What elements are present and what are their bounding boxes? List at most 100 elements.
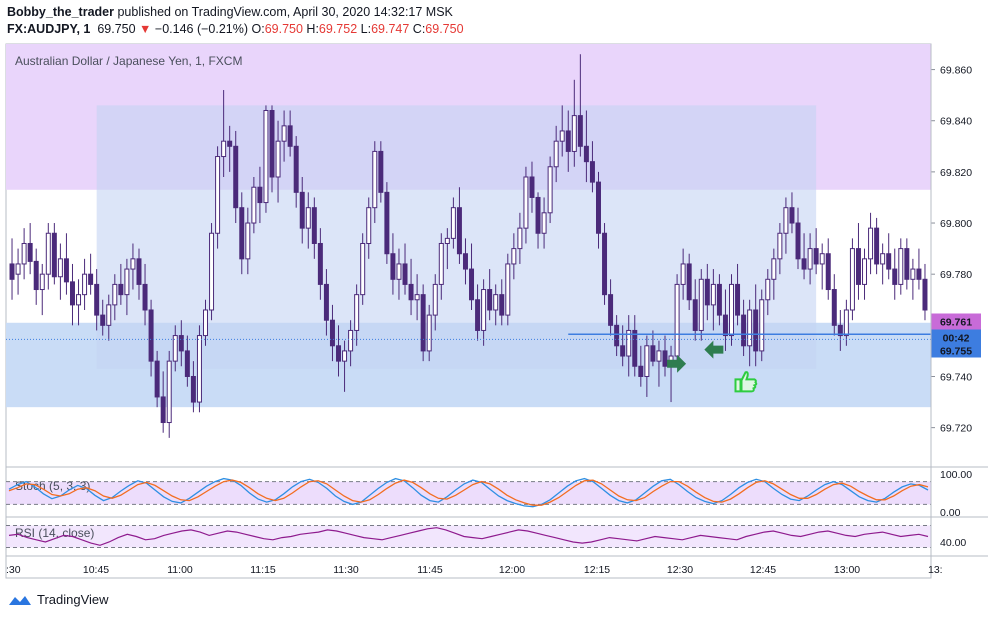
down-arrow-icon: ▼ <box>139 22 152 36</box>
candle-body <box>674 283 680 357</box>
candle-body <box>27 242 33 262</box>
candle-body <box>565 130 571 152</box>
candle-body <box>82 273 88 296</box>
candle-body <box>789 207 795 224</box>
candle-body <box>595 181 601 234</box>
candle-body <box>408 283 414 301</box>
price-change: −0.146 (−0.21%) <box>154 22 249 36</box>
candle-body <box>354 294 360 331</box>
candle-body <box>499 294 505 316</box>
current-price-label: 69.755 <box>940 345 972 357</box>
candle-body <box>390 253 396 280</box>
candle-body <box>843 309 849 337</box>
candle-body <box>511 248 517 265</box>
candle-body <box>608 294 614 326</box>
close-label: C: <box>412 22 426 36</box>
candle-body <box>317 242 323 285</box>
author-name[interactable]: Bobby_the_trader <box>7 5 114 19</box>
candle-body <box>716 283 722 316</box>
chart-title: Australian Dollar / Japanese Yen, 1, FXC… <box>15 54 242 68</box>
candle-body <box>602 232 608 296</box>
x-tick-label: 13:00 <box>834 564 860 576</box>
candle-body <box>88 273 94 285</box>
price-tag-upper-text: 69.761 <box>940 316 972 328</box>
candle-body <box>837 324 843 337</box>
candle-body <box>571 115 577 152</box>
candle-body <box>922 278 928 311</box>
x-tick-label: 11:00 <box>167 564 193 576</box>
symbol-label[interactable]: FX:AUDJPY, 1 <box>7 22 91 36</box>
candle-body <box>620 345 626 357</box>
candle-body <box>862 258 868 285</box>
x-tick-label: 11:15 <box>250 564 276 576</box>
candle-body <box>263 109 269 204</box>
candle-body <box>517 227 523 250</box>
candle-body <box>245 222 251 260</box>
candle-body <box>154 360 160 398</box>
candle-body <box>874 227 880 265</box>
candle-body <box>63 258 69 283</box>
candle-body <box>336 345 342 362</box>
candle-body <box>735 283 741 316</box>
close-value: 69.750 <box>425 22 464 36</box>
candle-body <box>783 207 789 234</box>
open-value: 69.750 <box>264 22 303 36</box>
price-tag-current <box>931 329 981 358</box>
candle-body <box>765 278 771 301</box>
footer-brand[interactable]: TradingView <box>8 592 109 607</box>
rsi-title: RSI (14, close) <box>15 526 94 540</box>
candle-body <box>438 242 444 285</box>
candle-body <box>160 396 166 424</box>
candle-body <box>450 207 456 239</box>
y-tick-label: 69.740 <box>940 371 972 383</box>
candle-body <box>801 258 807 270</box>
high-value: 69.752 <box>318 22 358 36</box>
candle-body <box>136 258 142 285</box>
candle-body <box>444 237 450 244</box>
y-tick-label: 69.720 <box>940 423 972 435</box>
candle-body <box>9 263 15 280</box>
candle-body <box>196 335 202 403</box>
candle-body <box>190 375 196 403</box>
candle-body <box>462 253 468 270</box>
candle-body <box>807 248 813 270</box>
candle-body <box>644 345 650 377</box>
candle-body <box>378 150 384 193</box>
candle-body <box>481 289 487 331</box>
candle-body <box>487 289 493 311</box>
candle-body <box>69 281 75 306</box>
stoch-y-label: 0.00 <box>940 507 961 519</box>
candle-body <box>94 283 100 316</box>
x-tick-label: :30 <box>6 564 21 576</box>
candle-body <box>456 207 462 255</box>
candle-body <box>626 329 632 357</box>
candle-body <box>741 314 747 347</box>
candle-body <box>662 350 668 367</box>
candle-body <box>293 145 299 193</box>
candle-body <box>239 207 245 260</box>
candle-body <box>342 350 348 362</box>
candle-body <box>426 314 432 352</box>
candle-body <box>112 283 118 306</box>
candle-body <box>148 309 154 362</box>
candle-body <box>281 125 287 142</box>
low-label: L: <box>360 22 372 36</box>
candle-body <box>747 309 753 347</box>
stoch-y-label: 100.00 <box>940 469 972 481</box>
tradingview-logo-icon <box>9 595 31 605</box>
candle-body <box>311 207 317 244</box>
candle-body <box>142 283 148 311</box>
low-value: 69.747 <box>371 22 410 36</box>
candle-body <box>892 268 898 285</box>
candle-body <box>632 329 638 367</box>
candle-body <box>577 115 583 147</box>
candle-body <box>493 294 499 311</box>
candle-body <box>771 258 777 280</box>
candle-body <box>529 176 535 198</box>
candle-body <box>541 212 547 234</box>
candle-body <box>583 145 589 163</box>
candle-body <box>299 191 305 229</box>
candle-body <box>698 278 704 331</box>
candle-body <box>589 161 595 183</box>
